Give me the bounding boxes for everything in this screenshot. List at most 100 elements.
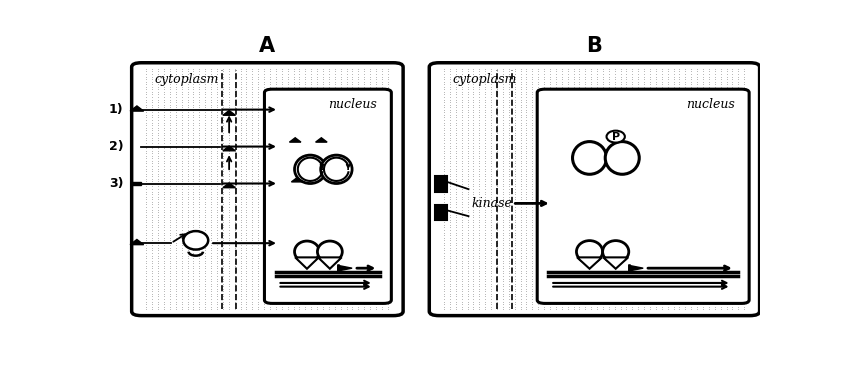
Point [473, 109, 486, 115]
Point [181, 168, 194, 174]
Point [590, 304, 603, 310]
Point [181, 97, 194, 103]
Point [322, 92, 336, 97]
Point [210, 304, 224, 310]
Point [732, 260, 745, 266]
Point [614, 112, 627, 118]
Point [293, 219, 306, 225]
Point [572, 138, 586, 144]
Point [443, 212, 457, 218]
Point [679, 117, 692, 123]
Point [311, 217, 324, 223]
Point [608, 289, 621, 294]
Point [714, 186, 728, 192]
Point [479, 150, 492, 156]
Point [625, 296, 639, 302]
Point [590, 263, 603, 269]
Point [163, 212, 176, 218]
Polygon shape [316, 138, 327, 142]
Point [544, 194, 557, 200]
Point [257, 276, 271, 282]
Point [467, 130, 480, 136]
Point [263, 248, 277, 254]
Point [673, 304, 686, 310]
Point [139, 104, 153, 110]
Point [175, 112, 188, 118]
Point [198, 232, 212, 238]
Point [281, 143, 295, 149]
Point [532, 112, 545, 118]
Point [198, 81, 212, 87]
Point [299, 299, 312, 304]
Point [649, 183, 663, 189]
Point [708, 273, 722, 279]
Point [538, 71, 551, 77]
Point [502, 217, 516, 223]
Point [467, 114, 480, 120]
Point [473, 222, 486, 228]
Point [369, 104, 382, 110]
Point [473, 69, 486, 75]
Point [381, 143, 394, 149]
Point [293, 140, 306, 146]
Point [352, 301, 365, 307]
Point [163, 283, 176, 289]
Point [479, 227, 492, 233]
Point [228, 201, 241, 207]
Point [151, 148, 165, 154]
Point [443, 204, 457, 210]
Point [192, 179, 206, 184]
Point [690, 94, 704, 100]
Point [198, 207, 212, 213]
Point [316, 171, 330, 177]
Point [375, 204, 388, 210]
Point [275, 140, 289, 146]
Point [584, 217, 598, 223]
Point [369, 291, 382, 297]
Point [269, 281, 283, 287]
Point [192, 306, 206, 312]
Point [690, 235, 704, 241]
Point [246, 242, 259, 248]
Point [625, 194, 639, 200]
Point [346, 107, 360, 113]
Point [590, 255, 603, 261]
Point [690, 69, 704, 75]
Point [532, 166, 545, 172]
Point [484, 245, 498, 251]
Point [673, 252, 686, 258]
Point [169, 268, 182, 274]
Point [234, 235, 247, 241]
Point [584, 293, 598, 299]
Point [631, 293, 645, 299]
Point [443, 181, 457, 187]
Point [667, 148, 680, 154]
Point [228, 283, 241, 289]
Point [520, 263, 533, 269]
Point [578, 79, 592, 85]
Point [157, 125, 170, 131]
Point [210, 86, 224, 92]
Point [490, 222, 504, 228]
Point [198, 138, 212, 144]
Point [293, 145, 306, 151]
Point [479, 173, 492, 179]
Point [281, 276, 295, 282]
Point [544, 273, 557, 279]
Point [549, 130, 563, 136]
Point [584, 286, 598, 292]
Point [520, 173, 533, 179]
Point [334, 150, 348, 156]
Point [637, 102, 651, 108]
Point [369, 299, 382, 304]
Point [720, 289, 733, 294]
Point [322, 79, 336, 85]
Point [275, 278, 289, 284]
Point [269, 168, 283, 174]
Point [461, 201, 474, 207]
Point [192, 99, 206, 105]
Point [490, 183, 504, 189]
Point [502, 235, 516, 241]
Point [619, 89, 633, 95]
Point [181, 76, 194, 82]
